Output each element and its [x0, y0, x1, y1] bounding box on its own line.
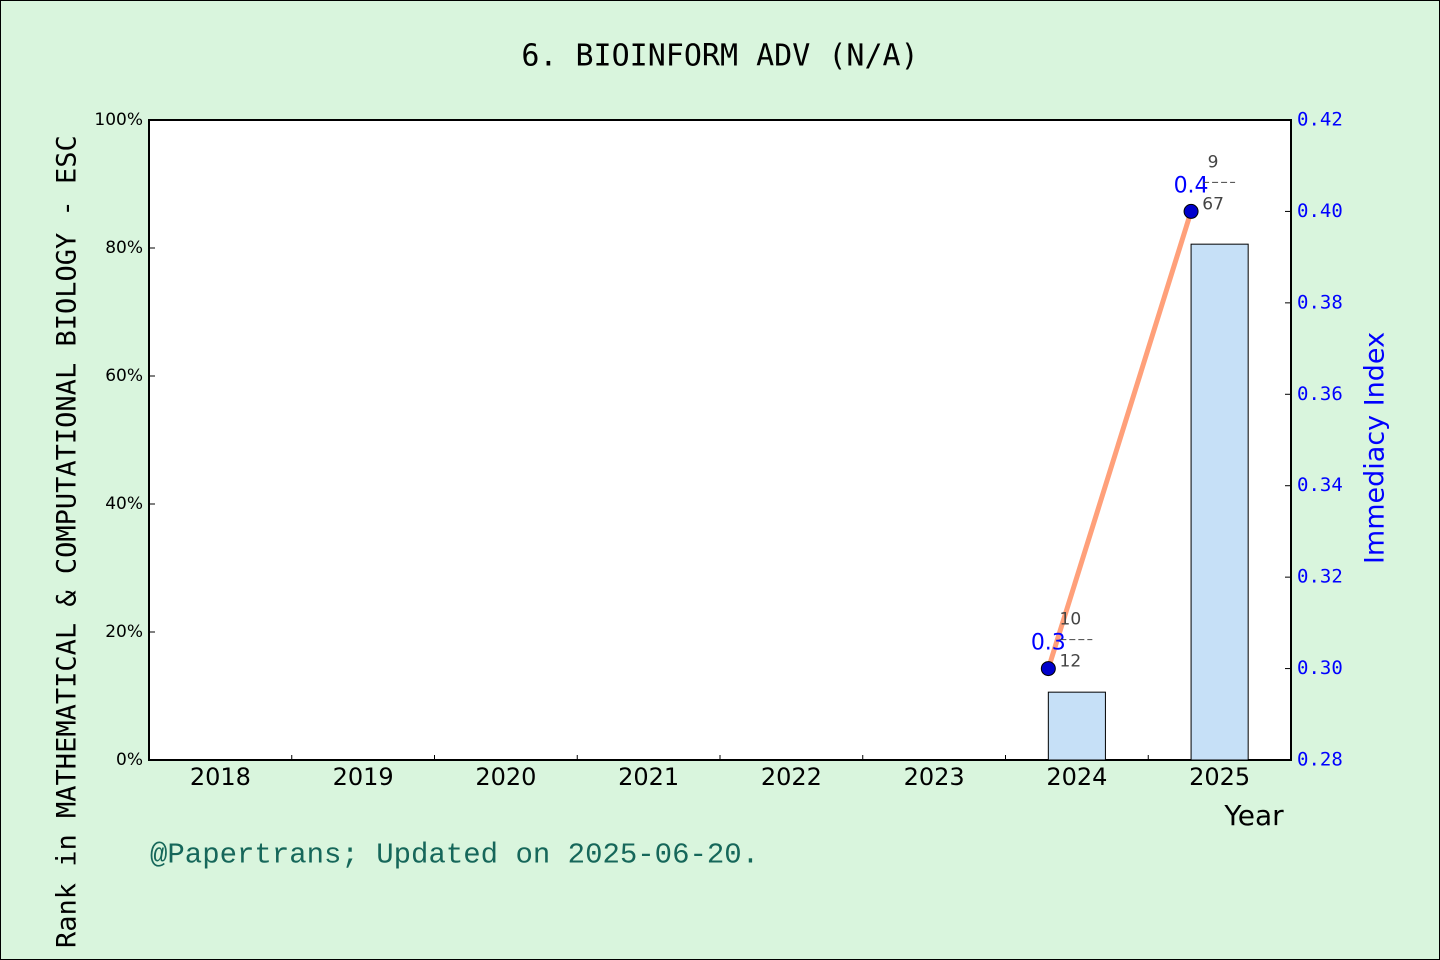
y-tick-label: 60% — [105, 366, 143, 386]
bar — [1190, 243, 1249, 761]
y2-tick-label: 0.28 — [1297, 749, 1343, 771]
y2-tick-label: 0.40 — [1297, 200, 1343, 222]
rank-label: 10 — [1060, 610, 1082, 630]
bar — [1047, 691, 1106, 761]
x-tick-label: 2018 — [190, 763, 251, 791]
y2-tick-label: 0.38 — [1297, 291, 1343, 313]
y-tick-label: 100% — [94, 110, 143, 130]
value-label: 0.4 — [1174, 173, 1209, 198]
y-tick-label: 40% — [105, 494, 143, 514]
y2-tick-label: 0.36 — [1297, 383, 1343, 405]
x-tick-label: 2025 — [1189, 763, 1250, 791]
y-tick-label: 80% — [105, 238, 143, 258]
x-axis-label: Year — [1223, 799, 1284, 832]
x-tick-label: 2021 — [618, 763, 679, 791]
plot-border — [148, 119, 1292, 761]
y-tick-label: 0% — [116, 750, 143, 770]
rank-total-label: 12 — [1060, 652, 1082, 672]
rank-label: 9 — [1208, 152, 1219, 172]
chart-title: 6. BIOINFORM ADV (N/A) — [521, 39, 918, 74]
plot-area — [149, 120, 1291, 760]
x-tick-label: 2020 — [475, 763, 536, 791]
y2-tick-label: 0.42 — [1297, 109, 1343, 131]
y-axis-label: Rank in MATHEMATICAL & COMPUTATIONAL BIO… — [52, 135, 83, 948]
value-label: 0.3 — [1031, 631, 1066, 656]
y2-axis-label: Immediacy Index — [1360, 332, 1391, 564]
point — [1183, 203, 1199, 219]
y-tick-label: 20% — [105, 622, 143, 642]
x-tick-label: 2019 — [333, 763, 394, 791]
y2-tick-label: 0.34 — [1297, 474, 1343, 496]
y2-tick-label: 0.32 — [1297, 566, 1343, 588]
footer: @Papertrans; Updated on 2025-06-20. — [150, 839, 759, 872]
line — [1045, 210, 1194, 670]
x-tick-label: 2023 — [904, 763, 965, 791]
point — [1040, 661, 1056, 677]
x-tick-label: 2024 — [1046, 763, 1107, 791]
y2-tick-label: 0.30 — [1297, 657, 1343, 679]
rank-total-label: 67 — [1202, 194, 1224, 214]
x-tick-label: 2022 — [761, 763, 822, 791]
